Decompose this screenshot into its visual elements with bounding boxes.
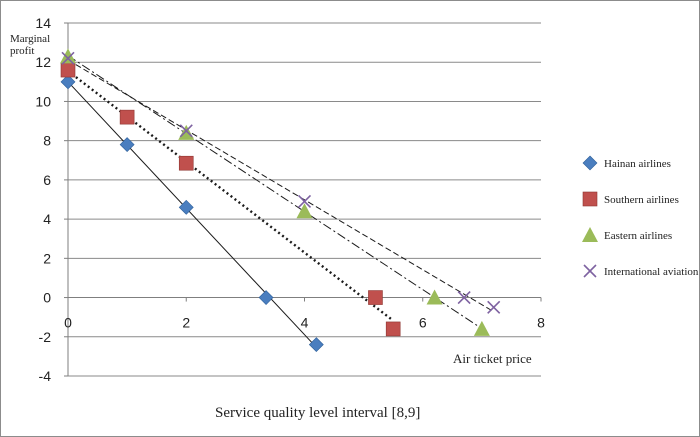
point-international-aviation (457, 290, 471, 305)
x-tick-label: 8 (537, 315, 545, 331)
trendlines (67, 55, 494, 348)
point-southern-airlines (368, 290, 383, 305)
point-eastern-airlines (60, 48, 76, 64)
point-international-aviation (61, 51, 75, 65)
y-tick-label: 2 (43, 250, 51, 266)
point-hainan-airlines (60, 74, 76, 90)
y-tick-label: -2 (39, 329, 52, 345)
point-hainan-airlines (119, 137, 135, 153)
x-marker-stroke (583, 264, 597, 278)
point-hainan-airlines (178, 199, 194, 215)
legend-label: Southern airlines (604, 194, 679, 206)
x-marker-stroke (179, 124, 193, 138)
point-eastern-airlines (296, 203, 313, 219)
y-axis-label-line: profit (10, 45, 34, 57)
tick-labels: 14 12 10 8 6 4 2 0 -2 -4 0 2 4 6 8 (35, 15, 545, 384)
chart-caption: Service quality level interval [8,9] (215, 405, 420, 421)
legend-marker (582, 191, 598, 207)
x-marker-stroke (61, 51, 75, 65)
y-axis-label-line: Marginal (10, 33, 50, 45)
trendline-international-aviation (67, 59, 494, 313)
legend: Hainan airlines Southern airlines Eastern … (582, 155, 699, 278)
y-tick-label: 0 (43, 290, 51, 306)
data-markers (60, 48, 501, 353)
point-international-aviation (297, 194, 312, 209)
legend-label: Eastern airlines (604, 230, 672, 242)
x-tick-label: 0 (64, 315, 72, 331)
point-eastern-airlines (426, 289, 443, 305)
x-tick-label: 2 (182, 315, 190, 331)
point-southern-airlines (60, 62, 76, 78)
x-tick-label: 4 (301, 315, 309, 331)
y-tick-label: 10 (35, 93, 51, 109)
point-hainan-airlines (258, 290, 274, 305)
legend-label: Hainan airlines (604, 158, 671, 170)
trendline-southern-airlines (67, 70, 394, 322)
point-southern-airlines (178, 155, 194, 171)
legend-marker (582, 155, 598, 171)
point-southern-airlines (385, 321, 401, 337)
legend-marker (582, 227, 598, 242)
point-eastern-airlines (178, 124, 195, 140)
trendline-eastern-airlines (67, 55, 483, 330)
point-southern-airlines (119, 109, 135, 125)
y-tick-label: 12 (35, 54, 51, 70)
x-tick-label: 6 (419, 315, 427, 331)
legend-label: International aviation (604, 266, 699, 278)
point-eastern-airlines (473, 320, 490, 336)
y-tick-label: 14 (35, 15, 51, 31)
point-hainan-airlines (308, 337, 324, 353)
point-international-aviation (179, 124, 193, 138)
y-tick-label: 8 (43, 133, 51, 149)
legend-marker (583, 264, 597, 278)
y-tick-label: 6 (43, 172, 51, 188)
point-international-aviation (487, 300, 501, 314)
x-marker-stroke (487, 300, 501, 314)
x-axis-label: Air ticket price (453, 351, 532, 366)
x-marker-stroke (457, 290, 471, 305)
x-marker-stroke (297, 194, 312, 209)
y-tick-label: -4 (39, 368, 52, 384)
y-tick-label: 4 (43, 211, 51, 227)
gridlines (68, 22, 541, 377)
trendline-hainan-airlines (67, 81, 317, 348)
y-axis-label: Marginal profit (10, 33, 50, 57)
